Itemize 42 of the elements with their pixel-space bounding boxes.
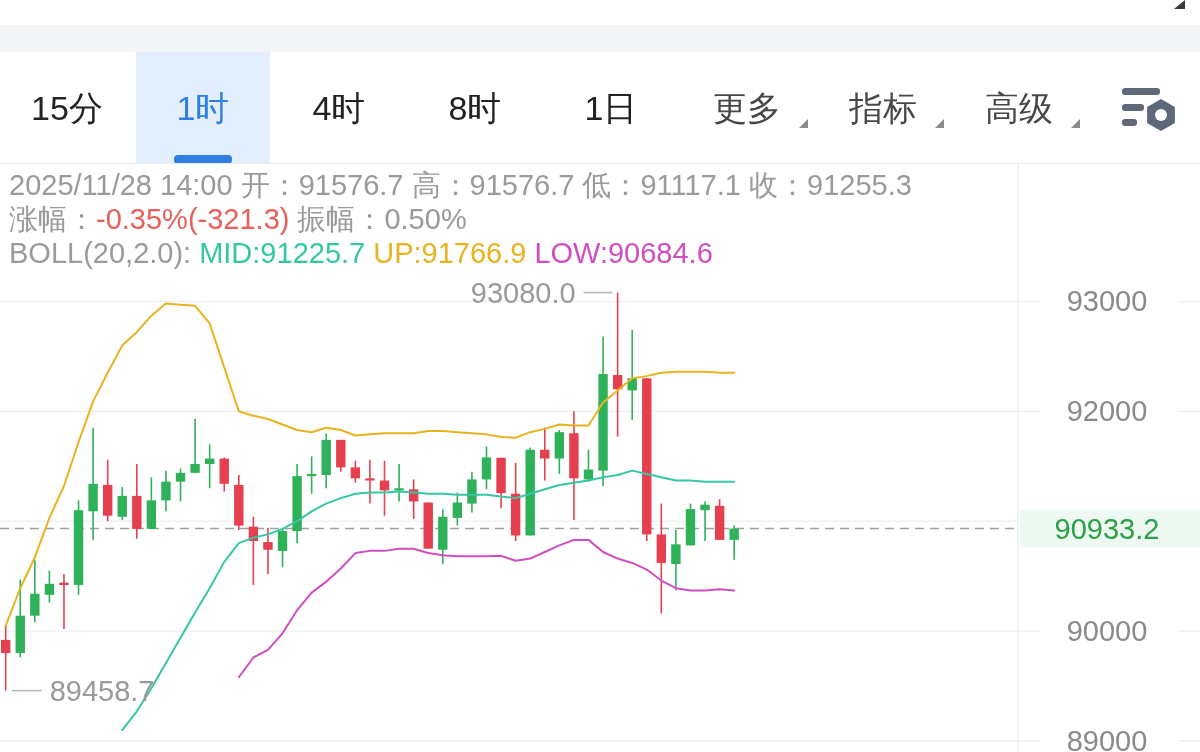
text: 4时 [312,89,366,127]
candlestick [161,469,171,513]
candlestick [481,445,492,491]
text: 更多 [713,89,781,127]
annotation: 振幅：0.50% [297,203,467,235]
line-series [4,302,736,627]
candlestick [0,624,11,692]
text: 1日 [584,89,638,127]
y-tick-label: 92000 [1066,395,1148,428]
candlestick [350,459,361,484]
candlestick [175,467,186,503]
text: 90933.2 [1054,512,1160,545]
candlestick [117,486,127,521]
candlestick [30,558,40,624]
line-series [237,538,736,679]
candlestick [394,463,404,503]
candlestick [700,500,710,542]
text: 1时 [176,89,230,127]
text: 高级 [985,89,1053,127]
candlestick [365,458,375,505]
candlestick [59,573,69,630]
text: 8时 [448,89,502,127]
candlestick [190,418,200,474]
candlestick [263,526,273,575]
legend-entry: LOW:90684.6 [534,237,713,269]
text: 指标 [848,89,917,127]
candlestick [729,524,739,561]
y-tick-label: 89000 [1066,725,1148,752]
legend-entry: MID:91225.7 [199,237,366,269]
y-tick-label: 90000 [1066,615,1148,648]
text: 15分 [31,89,103,127]
legend-title: BOLL(20,2.0): [9,237,192,269]
annotation: -0.35%(-321.3) [96,203,290,235]
annotation: 涨幅： [9,203,96,235]
candlestick [44,569,55,604]
candlestick [671,529,681,592]
annotation: 93080.0 [470,276,576,309]
y-tick-label: 93000 [1066,285,1148,318]
legend-entry: UP:91766.9 [373,237,527,269]
candlestick [452,491,463,527]
annotation: 2025/11/28 14:00 开：91576.7 高：91576.7 低：91117.1 收：91255.3 [9,169,912,201]
candlestick [612,291,623,438]
